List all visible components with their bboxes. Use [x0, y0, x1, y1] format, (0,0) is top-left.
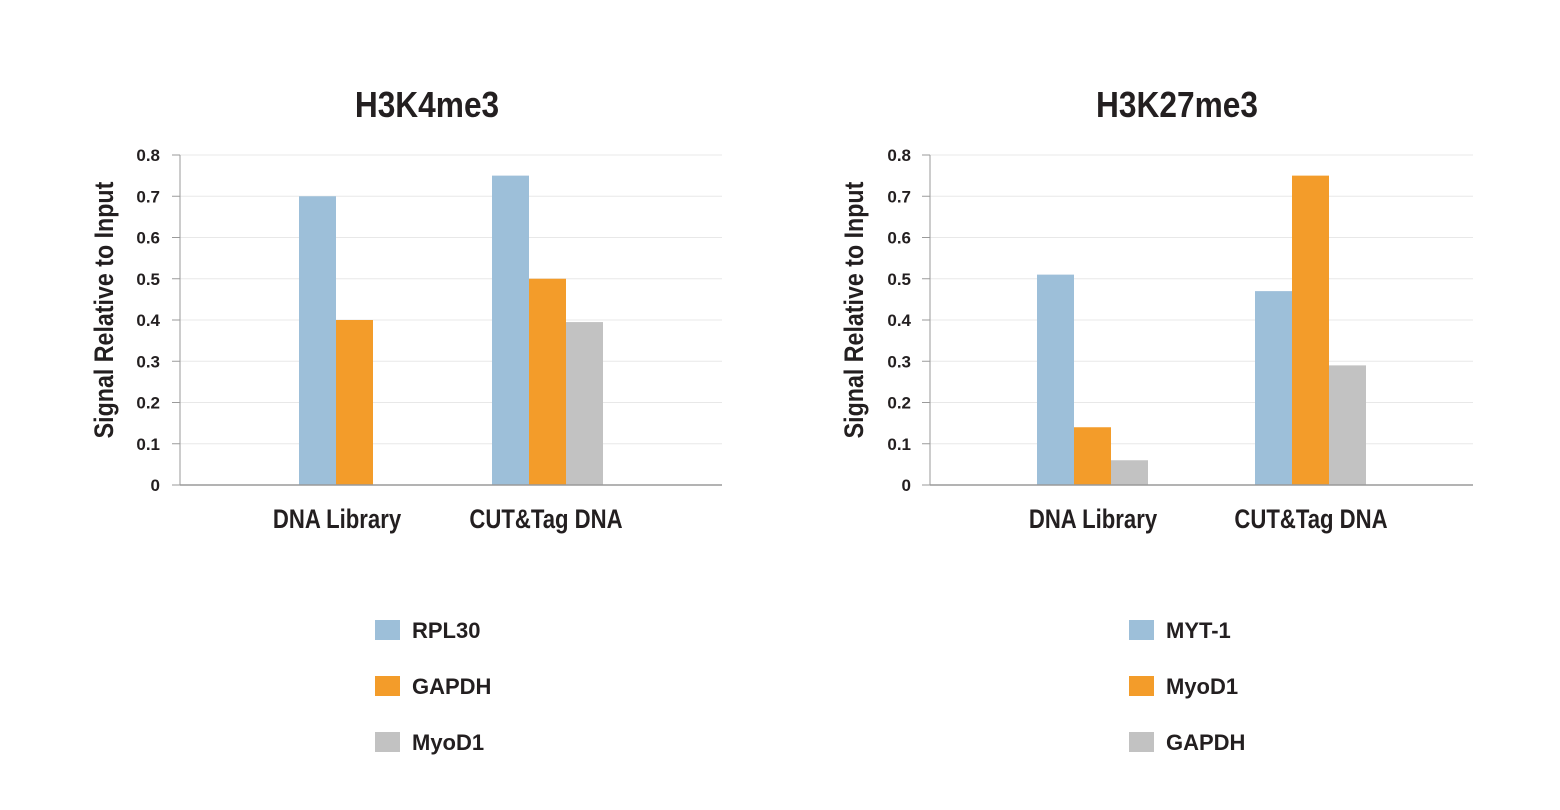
y-tick-label: 0.5	[136, 270, 160, 289]
y-tick-label: 0.3	[887, 352, 911, 371]
y-tick-label: 0.8	[887, 146, 911, 165]
legend: RPL30 GAPDH MyoD1	[375, 618, 491, 755]
x-tick-label: CUT&Tag DNA	[469, 505, 622, 535]
legend-swatch	[375, 620, 400, 640]
bar-myod1	[1292, 175, 1329, 485]
legend-label: MYT-1	[1166, 618, 1231, 643]
y-tick-label: 0.7	[887, 187, 911, 206]
legend-swatch	[1129, 620, 1154, 640]
y-tick-label: 0	[151, 476, 160, 495]
y-tick-label: 0.6	[887, 229, 911, 248]
y-tick-label: 0.7	[136, 187, 160, 206]
y-tick-label: 0.1	[136, 435, 160, 454]
y-tick-label: 0.4	[887, 311, 911, 330]
chart-1: H3K4me3 0 0.1 0.2 0.3 0.4 0.5 0.6 0.7 0.8 DNA Libr…	[89, 85, 722, 755]
y-tick-label: 0.5	[887, 270, 911, 289]
y-tick-label: 0	[902, 476, 911, 495]
legend-label: MyoD1	[412, 730, 484, 755]
x-tick-label: CUT&Tag DNA	[1234, 505, 1387, 535]
legend-label: GAPDH	[1166, 730, 1245, 755]
legend-swatch	[375, 676, 400, 696]
bar-gapdh	[336, 320, 373, 485]
y-tick-label: 0.4	[136, 311, 160, 330]
chart-title: H3K27me3	[1096, 85, 1258, 125]
bar-gapdh	[529, 278, 566, 485]
legend-swatch	[1129, 676, 1154, 696]
chart-2: H3K27me3 0 0.1 0.2 0.3 0.4 0.5 0.6 0.7 0.8 DNA Lib…	[839, 85, 1473, 755]
bar-myt-1	[1037, 274, 1074, 485]
chart-title: H3K4me3	[355, 85, 499, 125]
bar-gapdh	[1111, 460, 1148, 485]
bar-myod1	[1074, 427, 1111, 485]
bar-rpl30	[299, 196, 336, 485]
legend-swatch	[1129, 732, 1154, 752]
y-tick-label: 0.3	[136, 352, 160, 371]
y-tick-label: 0.6	[136, 229, 160, 248]
y-tick-label: 0.2	[136, 394, 160, 413]
bar-myt-1	[1255, 291, 1292, 485]
y-axis-label: Signal Relative to Input	[839, 181, 869, 438]
y-tick-label: 0.2	[887, 394, 911, 413]
bar-rpl30	[492, 175, 529, 485]
legend-label: MyoD1	[1166, 674, 1238, 699]
legend-label: GAPDH	[412, 674, 491, 699]
legend-label: RPL30	[412, 618, 480, 643]
y-tick-label: 0.8	[136, 146, 160, 165]
bar-gapdh	[1329, 365, 1366, 485]
y-tick-label: 0.1	[887, 435, 911, 454]
y-axis-label: Signal Relative to Input	[89, 181, 119, 438]
bar-myod1	[566, 322, 603, 485]
legend: MYT-1 MyoD1 GAPDH	[1129, 618, 1245, 755]
x-tick-label: DNA Library	[273, 505, 402, 535]
x-tick-label: DNA Library	[1029, 505, 1158, 535]
legend-swatch	[375, 732, 400, 752]
